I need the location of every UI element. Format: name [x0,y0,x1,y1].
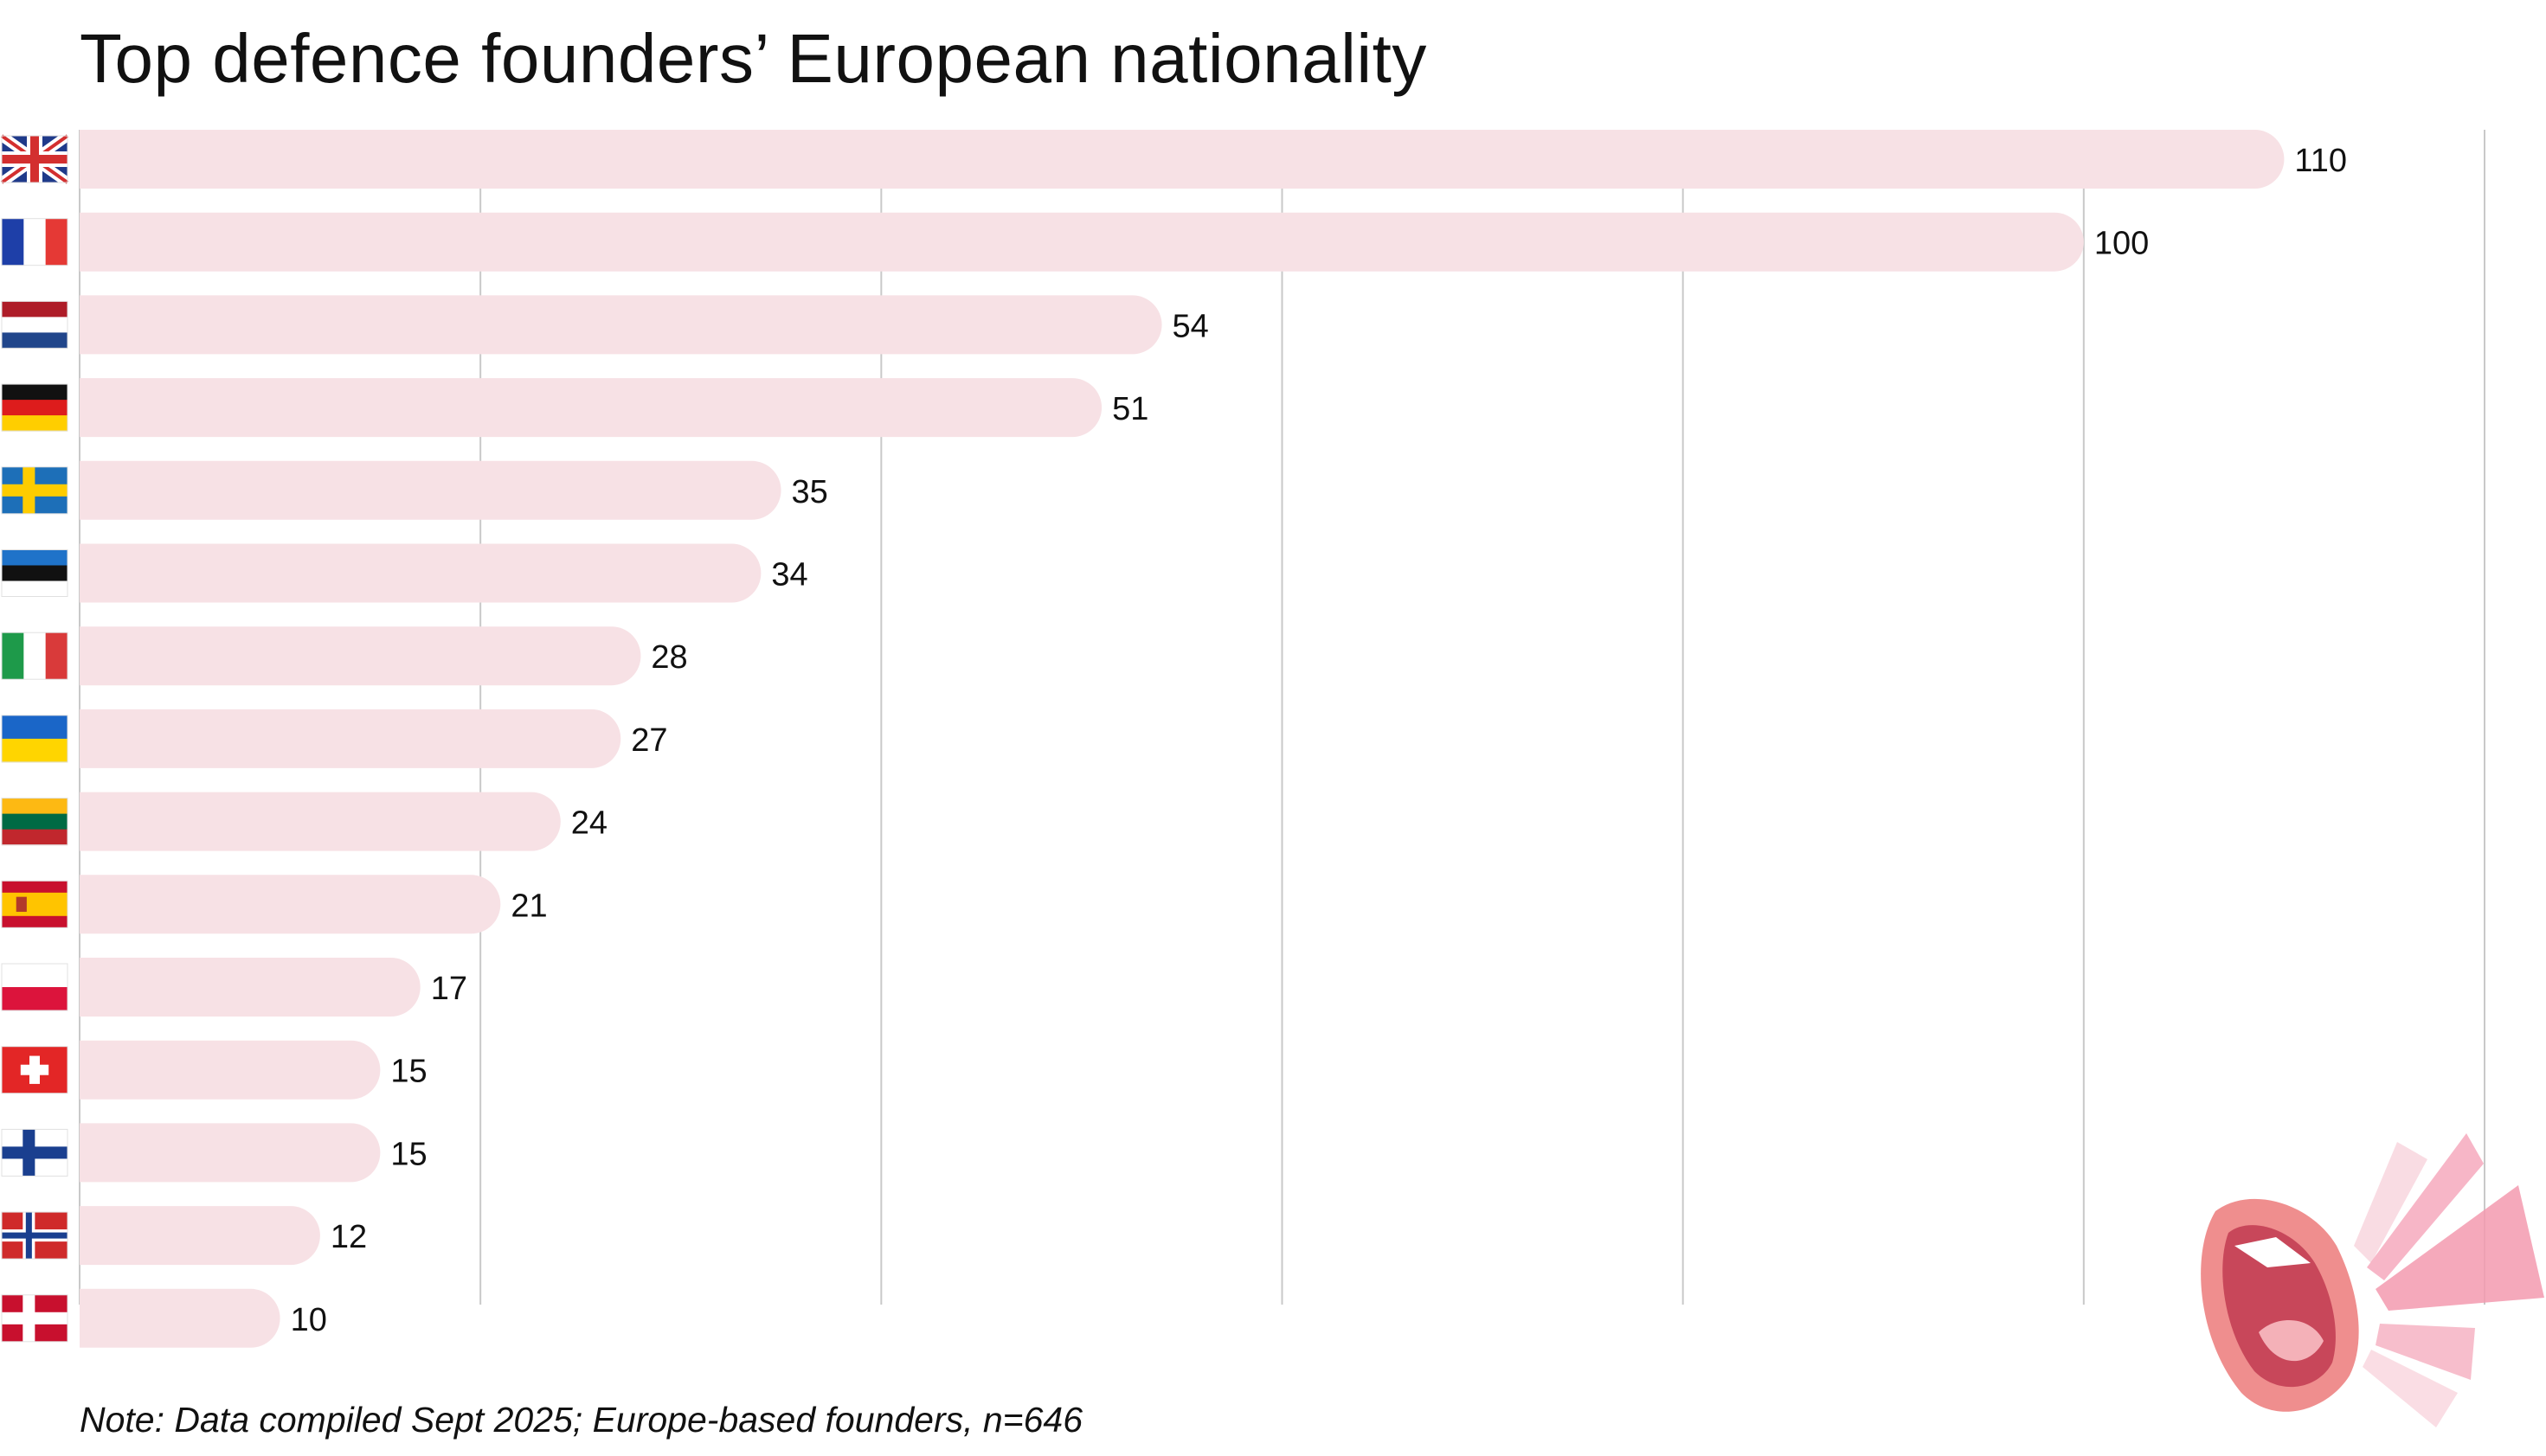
chart-title: Top defence founders’ European nationali… [80,20,1427,97]
value-label-ukraine: 27 [631,722,667,759]
ee-flag-icon [1,549,68,597]
fi-flag-icon [1,1128,68,1177]
bar-united-kingdom [80,130,2285,189]
se-flag-icon [1,466,68,515]
value-label-sweden: 35 [792,474,828,510]
bar-poland [80,958,421,1017]
bar-lithuania [80,792,561,851]
value-label-france: 100 [2094,226,2149,262]
value-label-switzerland: 15 [390,1054,427,1090]
pl-flag-icon [1,963,68,1011]
value-label-estonia: 34 [771,557,807,593]
nl-flag-icon [1,300,68,349]
bar-norway [80,1206,320,1266]
bars [80,130,2285,1348]
value-label-netherlands: 54 [1173,308,1209,344]
es-flag-icon [1,880,68,928]
bar-netherlands [80,295,1162,355]
bar-finland [80,1123,381,1183]
bar-chart: 110 100 54 51 35 34 28 27 24 21 17 15 15 12 10 [0,130,2485,1348]
bar-spain [80,875,501,934]
bar-denmark [80,1288,280,1348]
bar-switzerland [80,1040,381,1100]
bar-france [80,212,2084,272]
it-flag-icon [1,632,68,680]
value-label-united-kingdom: 110 [2294,143,2347,179]
ch-flag-icon [1,1046,68,1094]
bar-sweden [80,460,781,520]
bar-ukraine [80,709,621,768]
gb-flag-icon [0,131,71,187]
chart-note: Note: Data compiled Sept 2025; Europe-ba… [80,1400,1083,1440]
value-label-denmark: 10 [291,1302,327,1338]
value-label-spain: 21 [511,888,547,924]
dk-flag-icon [1,1294,68,1343]
lt-flag-icon [1,798,68,846]
fr-flag-icon [1,218,68,266]
de-flag-icon [1,383,68,432]
bar-estonia [80,543,762,603]
shouting-mouth-illustration [2201,1133,2544,1427]
value-label-italy: 28 [651,639,687,676]
value-label-germany: 51 [1112,391,1148,427]
no-flag-icon [1,1211,68,1260]
value-label-lithuania: 24 [571,805,608,842]
value-label-finland: 15 [390,1136,427,1172]
value-label-poland: 17 [431,971,467,1007]
value-label-norway: 12 [331,1219,367,1255]
value-labels: 110 100 54 51 35 34 28 27 24 21 17 15 15 12 10 [291,143,2347,1338]
bar-germany [80,378,1103,438]
ua-flag-icon [1,715,68,763]
bar-italy [80,626,641,686]
flag-icons [0,131,71,1343]
